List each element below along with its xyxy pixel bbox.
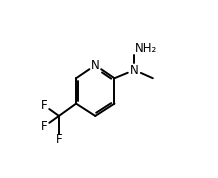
Text: NH₂: NH₂	[135, 42, 157, 55]
Text: F: F	[41, 120, 48, 133]
Text: N: N	[130, 64, 139, 77]
Text: N: N	[91, 59, 100, 72]
Text: F: F	[56, 134, 62, 146]
Text: F: F	[41, 99, 48, 112]
